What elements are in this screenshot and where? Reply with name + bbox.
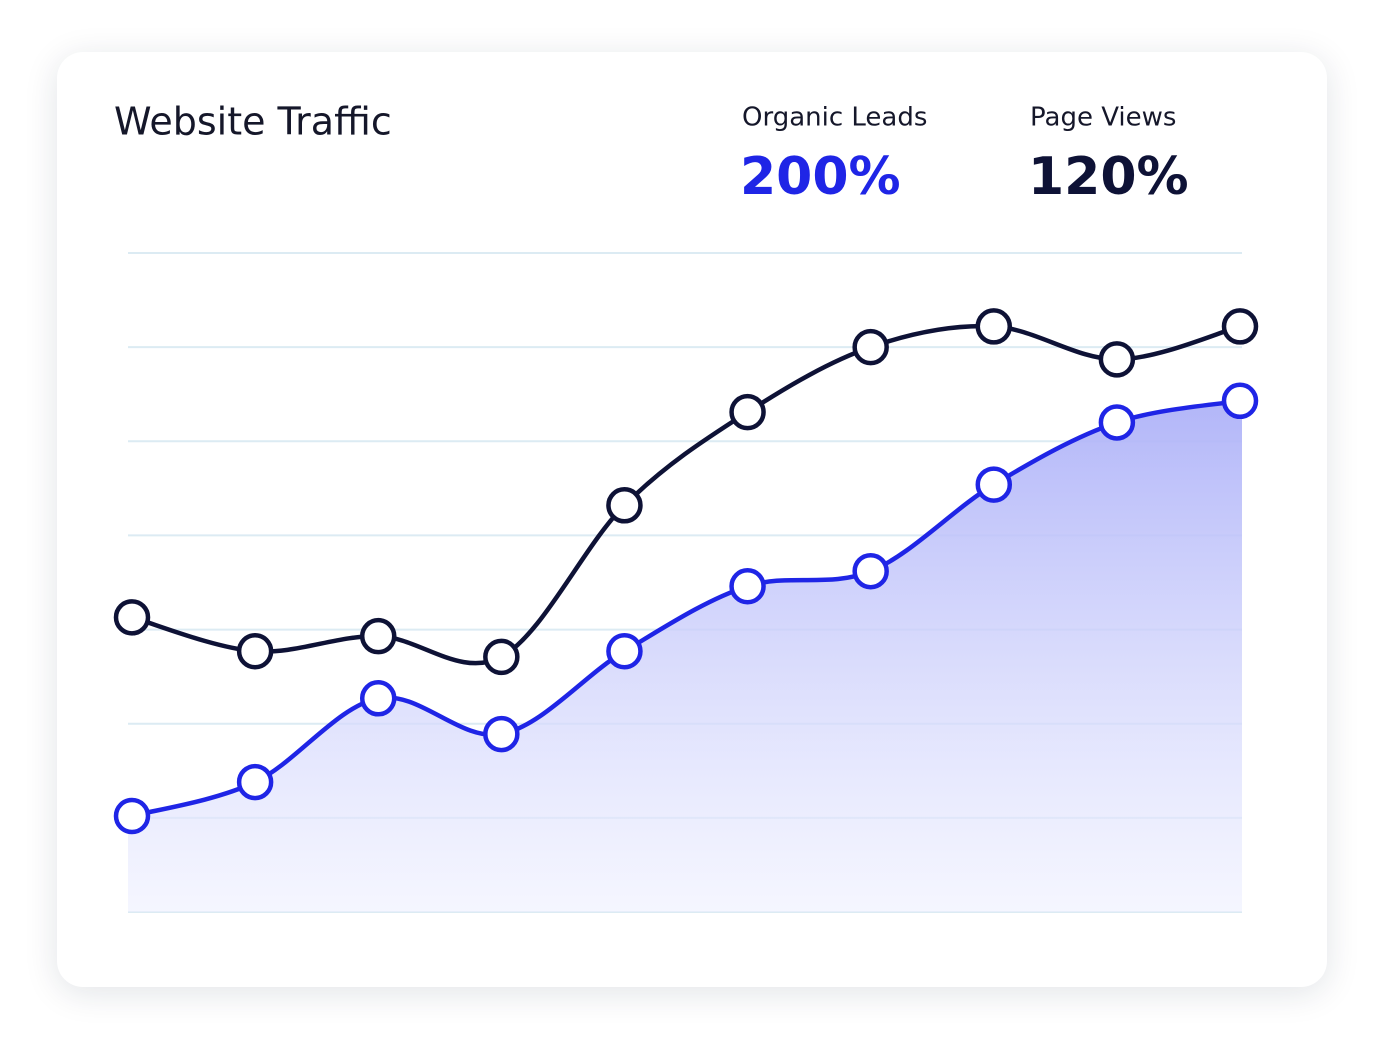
legend-label: Page Views <box>1030 103 1176 133</box>
point <box>1221 308 1259 345</box>
point <box>729 393 766 431</box>
point <box>606 632 643 670</box>
plot <box>113 308 1259 912</box>
point <box>975 308 1013 345</box>
point <box>113 797 151 835</box>
point <box>975 466 1013 503</box>
point <box>359 617 397 655</box>
point <box>483 638 520 676</box>
area <box>128 400 1242 912</box>
point <box>1221 382 1259 420</box>
point <box>236 632 274 670</box>
point <box>606 487 643 524</box>
point <box>1098 341 1136 378</box>
point <box>852 552 889 590</box>
point <box>1098 404 1136 441</box>
summary-value: 200% <box>740 147 901 207</box>
series-line <box>131 323 1241 666</box>
series-line <box>131 398 1241 819</box>
point <box>852 328 889 366</box>
legend-label: Organic Leads <box>742 103 927 133</box>
chart-title: Website Traffic <box>114 100 392 144</box>
summary-value: 120% <box>1028 147 1189 207</box>
point <box>359 680 397 717</box>
point <box>113 599 151 636</box>
point <box>729 568 766 605</box>
point <box>483 715 520 753</box>
point <box>236 763 274 801</box>
